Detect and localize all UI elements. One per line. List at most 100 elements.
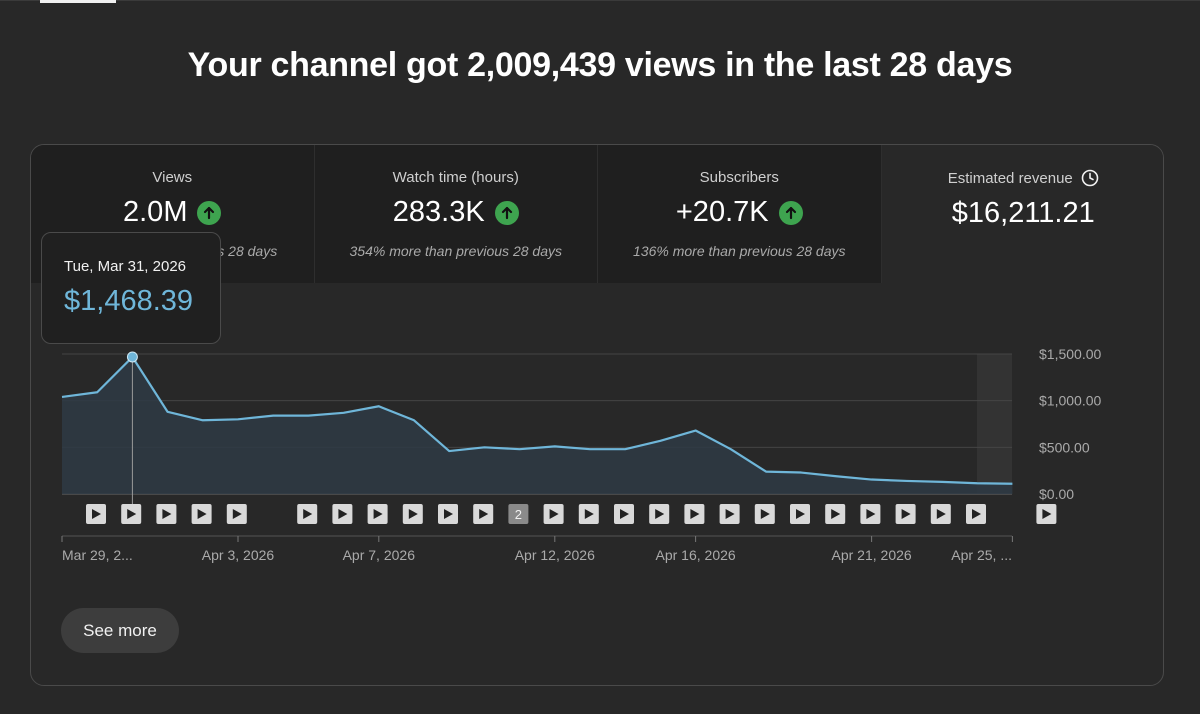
tile-subscribers[interactable]: Subscribers +20.7K 136% more than previo… bbox=[598, 145, 882, 283]
play-icon bbox=[1042, 509, 1052, 519]
analytics-card: Views 2.0M s 28 days Watch time (hours) … bbox=[30, 144, 1164, 686]
page-headline: Your channel got 2,009,439 views in the … bbox=[187, 46, 1013, 84]
play-icon bbox=[831, 509, 841, 519]
trend-up-icon bbox=[494, 200, 519, 225]
video-marker[interactable] bbox=[719, 504, 740, 524]
play-icon bbox=[197, 509, 207, 519]
video-marker[interactable] bbox=[367, 504, 388, 524]
video-marker-count: 2 bbox=[515, 507, 522, 522]
play-icon bbox=[444, 509, 453, 519]
play-icon bbox=[549, 509, 559, 519]
y-tick-label: $1,500.00 bbox=[1039, 346, 1101, 362]
tile-label: Subscribers bbox=[699, 169, 779, 186]
play-icon bbox=[901, 509, 911, 519]
video-marker[interactable] bbox=[402, 504, 423, 524]
tooltip-date: Tue, Mar 31, 2026 bbox=[64, 258, 187, 275]
play-icon bbox=[620, 509, 629, 519]
play-icon bbox=[338, 509, 348, 519]
play-icon bbox=[162, 509, 172, 519]
video-marker[interactable] bbox=[438, 504, 458, 524]
video-marker[interactable] bbox=[1036, 504, 1057, 524]
tile-comparison: s 28 days bbox=[217, 243, 278, 259]
tile-label: Estimated revenue bbox=[947, 169, 1073, 187]
video-marker[interactable] bbox=[614, 504, 634, 524]
video-marker[interactable] bbox=[649, 504, 670, 524]
trend-up-icon bbox=[197, 200, 222, 225]
tile-value-row: 2.0M bbox=[31, 196, 314, 229]
x-tick-label: Apr 7, 2026 bbox=[343, 547, 416, 563]
future-shade bbox=[977, 354, 1012, 494]
play-icon bbox=[232, 509, 242, 519]
video-marker[interactable] bbox=[860, 504, 881, 524]
tile-value-row: +20.7K bbox=[598, 196, 881, 229]
video-marker[interactable] bbox=[473, 504, 494, 524]
video-marker[interactable] bbox=[966, 504, 986, 524]
x-tick-label: Apr 21, 2026 bbox=[832, 547, 912, 563]
play-icon bbox=[303, 509, 313, 519]
x-tick-label: Apr 16, 2026 bbox=[656, 547, 736, 563]
revenue-area bbox=[62, 356, 1013, 494]
chart-tooltip: Tue, Mar 31, 2026 $1,468.39 bbox=[41, 232, 221, 344]
video-marker[interactable] bbox=[297, 504, 318, 524]
active-tab-indicator bbox=[40, 0, 116, 3]
tile-estimated-revenue[interactable]: Estimated revenue $16,211.21 bbox=[881, 145, 1164, 283]
x-tick-label: Apr 3, 2026 bbox=[202, 547, 275, 563]
play-icon bbox=[936, 509, 946, 519]
video-marker[interactable] bbox=[86, 504, 106, 524]
tile-watch-time[interactable]: Watch time (hours) 283.3K 354% more than… bbox=[314, 145, 598, 283]
video-marker[interactable] bbox=[930, 504, 951, 524]
play-icon bbox=[373, 509, 383, 519]
tooltip-value: $1,468.39 bbox=[64, 285, 194, 317]
video-marker-box bbox=[508, 504, 529, 524]
play-icon bbox=[760, 509, 770, 519]
revenue-line bbox=[61, 355, 1013, 485]
video-marker[interactable] bbox=[156, 504, 177, 524]
video-marker[interactable] bbox=[191, 504, 212, 524]
video-marker[interactable] bbox=[226, 504, 247, 524]
tile-value: $16,211.21 bbox=[951, 197, 1095, 229]
x-tick-label: Apr 12, 2026 bbox=[515, 547, 595, 563]
video-marker[interactable] bbox=[578, 504, 599, 524]
trend-up-icon bbox=[778, 200, 803, 225]
clock-icon[interactable] bbox=[1081, 169, 1099, 187]
play-icon bbox=[866, 509, 876, 519]
tile-value-row: 283.3K bbox=[315, 196, 598, 229]
y-tick-label: $500.00 bbox=[1039, 439, 1090, 455]
tile-value: +20.7K bbox=[675, 196, 769, 228]
video-marker[interactable] bbox=[825, 504, 846, 524]
x-tick-label: Apr 25, ... bbox=[951, 547, 1012, 563]
tile-label: Watch time (hours) bbox=[392, 169, 519, 186]
metric-tiles: Views 2.0M s 28 days Watch time (hours) … bbox=[31, 145, 1164, 283]
tile-value: 283.3K bbox=[392, 196, 485, 228]
video-marker[interactable] bbox=[684, 504, 705, 524]
play-icon bbox=[796, 509, 805, 519]
video-marker[interactable] bbox=[332, 504, 353, 524]
video-marker[interactable] bbox=[543, 504, 564, 524]
y-tick-label: $1,000.00 bbox=[1039, 393, 1101, 409]
video-marker[interactable] bbox=[790, 504, 810, 524]
tile-label-row: Estimated revenue bbox=[882, 169, 1164, 187]
tile-label: Views bbox=[152, 169, 193, 186]
play-icon bbox=[92, 509, 101, 519]
play-icon bbox=[408, 509, 418, 519]
play-icon bbox=[127, 509, 137, 519]
play-icon bbox=[479, 509, 489, 519]
x-tick-label: Mar 29, 2... bbox=[62, 547, 133, 563]
play-icon bbox=[655, 509, 665, 519]
play-icon bbox=[584, 509, 594, 519]
play-icon bbox=[972, 509, 981, 519]
tile-comparison: 136% more than previous 28 days bbox=[633, 243, 846, 259]
tile-comparison: 354% more than previous 28 days bbox=[349, 243, 562, 259]
video-marker[interactable] bbox=[754, 504, 775, 524]
play-icon bbox=[690, 509, 700, 519]
video-marker[interactable] bbox=[121, 504, 142, 524]
hover-point bbox=[126, 351, 138, 363]
top-divider bbox=[0, 0, 1200, 1]
video-marker[interactable] bbox=[895, 504, 916, 524]
tile-value: 2.0M bbox=[123, 196, 188, 228]
video-marker[interactable]: 2 bbox=[508, 504, 529, 524]
see-more-button[interactable]: See more bbox=[61, 608, 179, 653]
tile-value-row: $16,211.21 bbox=[882, 197, 1164, 230]
play-icon bbox=[725, 509, 735, 519]
